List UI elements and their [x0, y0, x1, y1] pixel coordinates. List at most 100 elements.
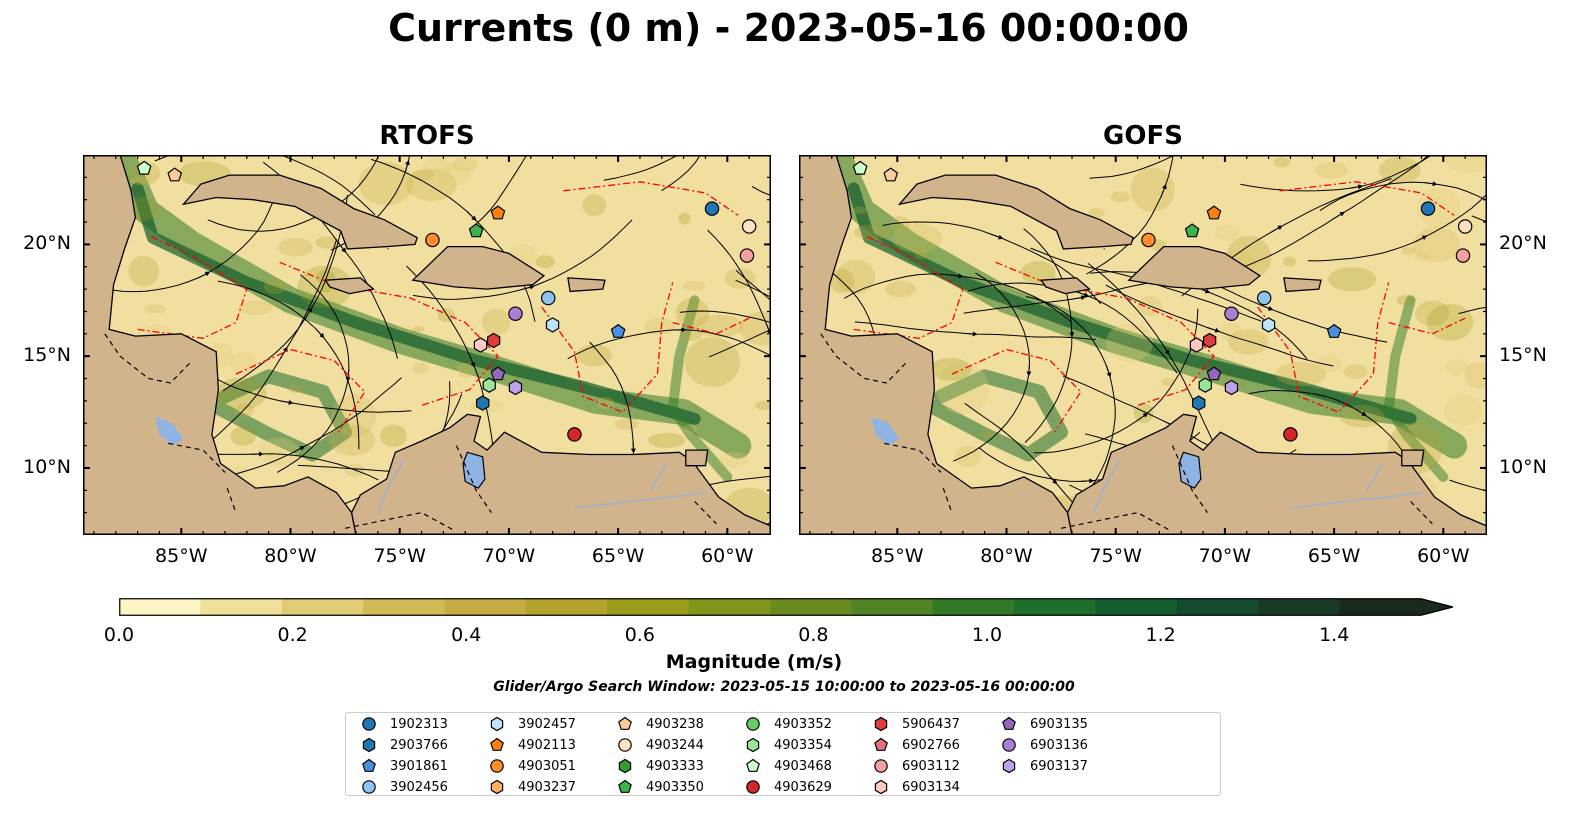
- legend-entry-6902766: 6902766: [870, 735, 960, 755]
- streamline-arrow: [345, 368, 351, 383]
- legend-marker-1902313: [362, 717, 376, 731]
- legend-marker-6903135: [1002, 716, 1016, 730]
- float-6903134-marker: [1189, 337, 1204, 353]
- lake-nicaragua: [155, 416, 184, 446]
- speed-patch: [438, 163, 471, 187]
- float-4903468-marker: [852, 160, 868, 175]
- speed-patch: [936, 362, 990, 415]
- country-border-5: [1171, 445, 1208, 513]
- legend-label: 3902457: [518, 716, 576, 732]
- legend-entry-6903112: 6903112: [870, 756, 960, 776]
- trinidad-land: [685, 449, 709, 467]
- legend-marker-icon: [874, 737, 888, 751]
- legend-marker-6903134: [874, 779, 888, 795]
- eez-boundary-3: [1257, 282, 1390, 413]
- colorbar-segment: [525, 598, 608, 616]
- speed-patch: [1314, 161, 1348, 179]
- legend-marker-4903244: [618, 738, 632, 752]
- current-jet-3: [923, 369, 1069, 462]
- speed-patch: [1414, 250, 1430, 262]
- legend-marker-4903352: [746, 717, 760, 731]
- streamline: [474, 155, 528, 226]
- float-4903244-marker: [741, 219, 757, 234]
- lake-maracaibo: [462, 451, 486, 489]
- legend-entry-3902457: 3902457: [486, 714, 576, 734]
- speed-patch: [1464, 362, 1487, 389]
- speed-patch: [231, 466, 251, 475]
- legend-entry-6903136: 6903136: [998, 735, 1088, 755]
- legend-label: 4903350: [646, 779, 704, 795]
- float-3902457-marker: [545, 317, 560, 333]
- float-6903137-marker: [1224, 379, 1239, 396]
- speed-patch: [914, 247, 928, 260]
- speed-patch: [258, 437, 300, 467]
- legend-marker-icon: [1002, 738, 1016, 752]
- float-3902456-marker: [1256, 290, 1272, 306]
- legend-entry-3902456: 3902456: [358, 777, 448, 797]
- speed-patch: [176, 155, 216, 169]
- country-border-2: [168, 442, 226, 473]
- legend-label: 4903237: [518, 779, 576, 795]
- legend-label: 6903137: [1030, 758, 1088, 774]
- speed-patch: [451, 157, 478, 172]
- legend-label: 4903333: [646, 758, 704, 774]
- streamline: [1089, 155, 1176, 179]
- streamline-arrow: [1424, 181, 1438, 187]
- legend-entry-4903350: 4903350: [614, 777, 704, 797]
- speed-patch: [411, 362, 429, 374]
- river-3: [650, 463, 667, 491]
- float-4903051-marker: [425, 232, 440, 248]
- streamline-arrow: [990, 233, 1004, 240]
- speed-patch: [329, 424, 376, 456]
- float-4903238-marker: [883, 167, 899, 182]
- current-jet-4: [667, 295, 733, 482]
- speed-patch: [358, 161, 414, 206]
- streamline: [735, 270, 771, 302]
- rtofs-panel-title: RTOFS: [379, 121, 475, 151]
- country-border-4: [1060, 511, 1171, 532]
- legend-label: 6903135: [1030, 716, 1088, 732]
- south-america-land: [1066, 413, 1487, 535]
- float-4903629-marker: [567, 427, 582, 442]
- legend-label: 2903766: [390, 737, 448, 753]
- float-5906437-marker: [487, 332, 501, 349]
- map-content: [83, 155, 771, 535]
- legend-marker-3902457: [490, 716, 504, 732]
- speed-patch: [288, 384, 304, 394]
- gofs-lon-tick-label: 60°W: [1417, 545, 1470, 567]
- country-border-4: [344, 511, 455, 532]
- float-4903350-marker: [468, 223, 484, 238]
- colorbar-segment: [932, 598, 1015, 616]
- float-2903766-marker: [1192, 395, 1206, 411]
- speed-patch: [1110, 191, 1130, 203]
- gofs-panel-title: GOFS: [1103, 121, 1183, 151]
- legend-entry-4903238: 4903238: [614, 714, 704, 734]
- country-border-2: [884, 442, 942, 473]
- legend-marker-4903354: [746, 737, 760, 753]
- speed-patch: [422, 156, 452, 180]
- speed-patch: [380, 424, 407, 447]
- gofs-lon-tick-label: 70°W: [1198, 545, 1252, 567]
- rtofs-currents-map: [83, 155, 771, 535]
- streamline-arrow: [292, 446, 306, 453]
- speed-patch: [1340, 404, 1385, 428]
- float-6903135-marker: [1206, 366, 1222, 381]
- colorbar-label: Magnitude (m/s): [665, 651, 843, 673]
- speed-patch: [889, 216, 910, 233]
- streamline-arrow: [1076, 291, 1089, 297]
- magnitude-colorbar: [119, 598, 1454, 616]
- streamline-arrow: [1207, 327, 1221, 333]
- central-america-land: [799, 155, 1073, 535]
- legend-entry-6903137: 6903137: [998, 756, 1088, 776]
- colorbar-segment: [607, 598, 690, 616]
- legend-marker-4903333: [618, 758, 632, 774]
- legend-marker-icon: [490, 737, 504, 751]
- gofs-lon-tick-label: 80°W: [980, 545, 1033, 567]
- legend-label: 4903051: [518, 758, 576, 774]
- speed-patch: [718, 452, 749, 468]
- jamaica-land: [1040, 277, 1091, 295]
- streamline-arrow: [337, 241, 347, 253]
- speed-patch: [884, 280, 917, 298]
- colorbar-segment: [1176, 598, 1259, 616]
